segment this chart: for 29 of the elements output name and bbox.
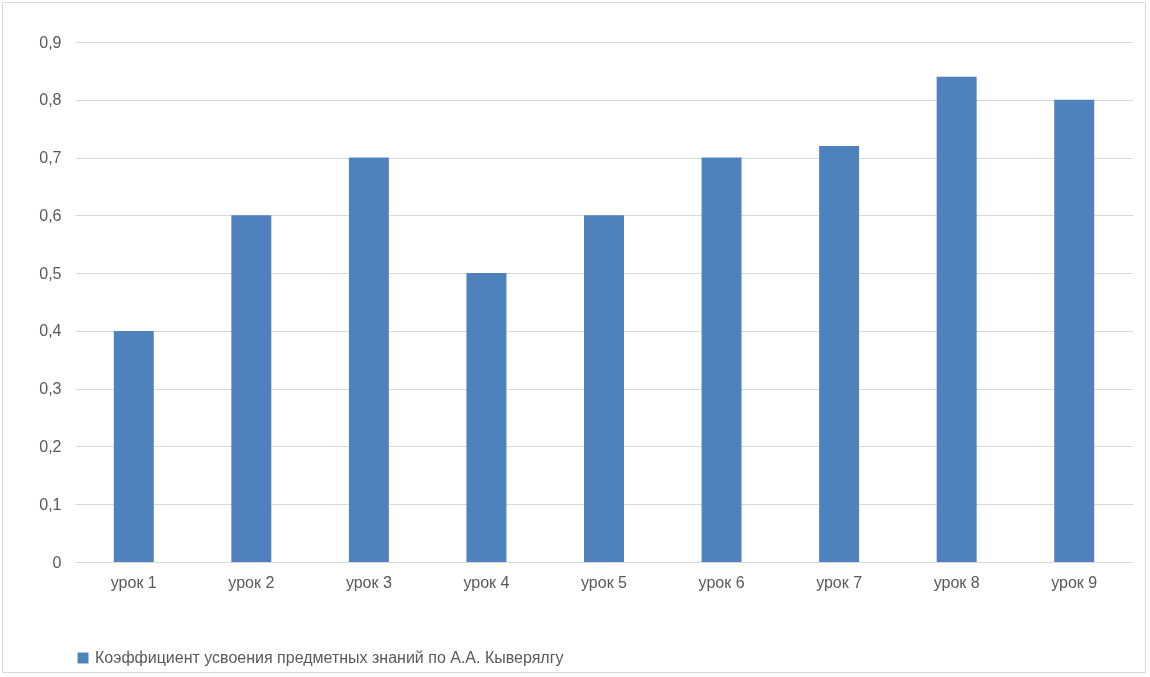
- bar: [701, 157, 742, 562]
- x-tick-label: урок 2: [228, 573, 275, 591]
- bar: [584, 215, 624, 562]
- y-tick-label: 0,5: [39, 264, 62, 282]
- legend-label: Коэффициент усвоения предметных знаний по А.А. Кыверялгу: [95, 649, 564, 666]
- y-tick-label: 0,1: [39, 495, 62, 513]
- y-tick-label: 0,6: [39, 206, 62, 224]
- x-tick-label: урок 9: [1051, 573, 1098, 591]
- bar: [819, 146, 860, 562]
- x-tick-label: урок 1: [110, 573, 157, 591]
- x-tick-label: урок 7: [816, 573, 863, 591]
- y-tick-label: 0,4: [39, 322, 62, 340]
- x-tick-label: урок 8: [933, 573, 980, 591]
- y-tick-label: 0,9: [39, 33, 62, 51]
- y-tick-label: 0,3: [39, 380, 62, 398]
- bar: [348, 157, 389, 562]
- y-tick-label: 0,8: [39, 91, 62, 109]
- y-tick-label: 0,7: [39, 149, 62, 167]
- bar: [113, 330, 154, 562]
- x-tick-label: урок 6: [698, 573, 745, 591]
- x-tick-label: урок 4: [463, 573, 510, 591]
- bar: [936, 76, 977, 562]
- y-tick-label: 0,2: [39, 437, 62, 455]
- x-tick-label: урок 5: [581, 573, 628, 591]
- bar: [231, 215, 272, 562]
- y-tick-label: 0: [52, 553, 62, 571]
- x-tick-label: урок 3: [345, 573, 392, 591]
- bar: [466, 273, 507, 562]
- bar: [1054, 99, 1095, 562]
